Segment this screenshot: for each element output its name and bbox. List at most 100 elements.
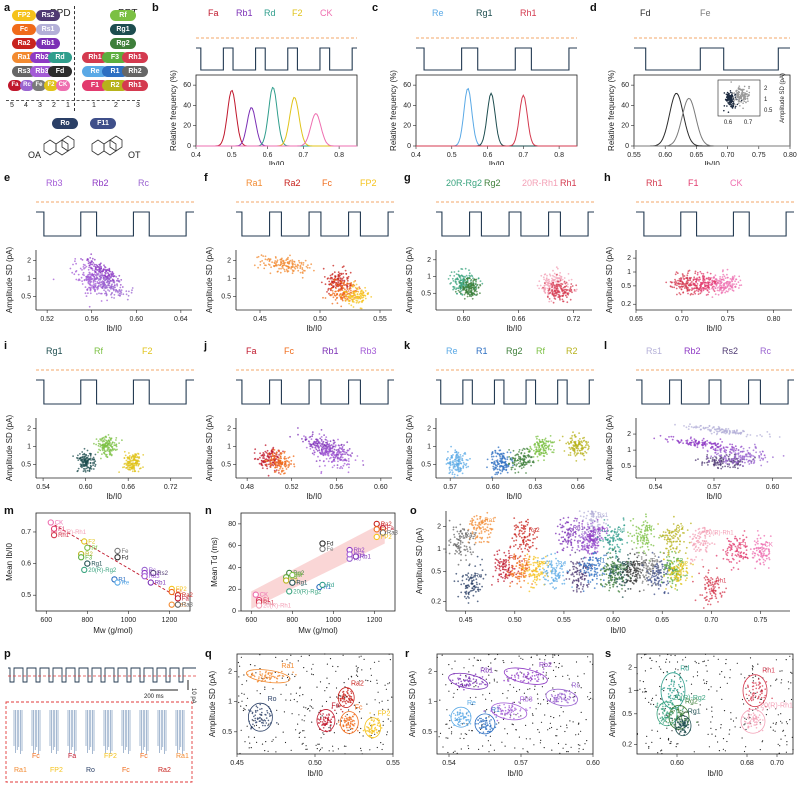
point-ck <box>728 287 730 290</box>
point-rb2 <box>716 446 719 449</box>
point-rf <box>545 447 547 450</box>
point-f2 <box>134 456 137 459</box>
point-rh1 <box>674 280 677 283</box>
point-rh1 <box>674 278 676 281</box>
point-rb1 <box>316 443 319 445</box>
point-rb3 <box>310 438 313 441</box>
point-rs1 <box>769 435 771 438</box>
point-rb3 <box>333 464 336 467</box>
point-rh1 <box>562 286 565 289</box>
point-r2 <box>588 445 590 448</box>
ot-structure <box>91 135 123 156</box>
point-fc <box>330 294 332 297</box>
point-rb3 <box>332 453 335 455</box>
point-rg2 <box>467 292 470 295</box>
point-ra2 <box>328 292 330 295</box>
compound-label-ra2: Ra2 <box>284 178 301 188</box>
point-rc <box>116 279 119 282</box>
point-ra2 <box>349 271 352 274</box>
point-rb2 <box>686 439 689 442</box>
point-rf <box>548 444 551 446</box>
point-ra2 <box>331 281 333 284</box>
point-fc <box>280 461 283 464</box>
point-rg2 <box>472 279 475 282</box>
x-tick-label: 1200 <box>367 617 383 624</box>
point-ra1 <box>284 270 286 273</box>
point-20r-rg2 <box>472 277 474 280</box>
point-rc <box>96 277 99 280</box>
x-axis-label: Ib/I0 <box>706 492 722 501</box>
point-rh1 <box>565 281 568 284</box>
point-re <box>458 455 460 458</box>
point-ra1 <box>276 261 278 263</box>
point-rc <box>106 281 109 284</box>
point-rg2 <box>468 283 471 285</box>
point-rf <box>289 571 296 579</box>
point-r1 <box>486 466 488 469</box>
point-ra1 <box>489 523 492 526</box>
point-re <box>450 456 453 459</box>
point-rb2 <box>731 443 734 446</box>
point-rg1 <box>83 465 86 468</box>
point-rg1 <box>82 470 85 473</box>
point-rh1 <box>689 279 692 282</box>
point-20r-rg2 <box>457 270 460 273</box>
inset-point-fe <box>747 100 749 102</box>
point-rb2 <box>689 441 692 444</box>
point-rb3 <box>308 442 311 445</box>
point-rs2 <box>716 466 719 469</box>
inset-point-fd <box>730 96 732 99</box>
point-rc <box>93 279 95 282</box>
y-tick-label: 0 <box>407 143 411 150</box>
point-rb2 <box>702 447 704 449</box>
point-20r-rg2 <box>453 286 456 288</box>
hydroxy-axis <box>6 100 140 101</box>
point-rb2 <box>120 279 123 281</box>
panel-g: g 20R-Rg2 Rg2 20R-Rh1 Rh1 0.5 1 2 0.60 0.66 0.72 A… <box>400 168 600 333</box>
point-rs1 <box>768 433 771 436</box>
point-rf <box>552 451 555 454</box>
point-rb1 <box>333 448 336 451</box>
point-rg1 <box>89 467 92 469</box>
point-rg1 <box>94 465 96 467</box>
point-r2 <box>579 438 581 440</box>
point-rc <box>741 457 743 460</box>
point-f2 <box>142 454 145 456</box>
point-rs1 <box>731 431 734 434</box>
point-rs2 <box>734 466 736 469</box>
point-rb2 <box>666 438 668 441</box>
point-r1 <box>492 465 495 468</box>
point-re <box>448 472 451 475</box>
point-rc <box>99 275 101 278</box>
point-rb3 <box>324 446 326 449</box>
point-20r-rh1 <box>566 283 569 285</box>
point-20r-rg2 <box>461 268 464 270</box>
point-ra1 <box>260 254 263 257</box>
point-rb3 <box>87 280 90 283</box>
point-rb2 <box>701 439 704 442</box>
point-rb2 <box>90 267 93 270</box>
point-rc <box>755 451 757 454</box>
point-rb3 <box>308 436 311 439</box>
point-ck <box>252 591 259 598</box>
point-rs1 <box>718 427 721 429</box>
inset-point-fd <box>730 91 732 94</box>
point-20r-rh1 <box>560 277 563 280</box>
point-fa <box>258 462 261 465</box>
point-f2 <box>126 461 129 464</box>
point-r1 <box>506 456 509 458</box>
point-ck <box>710 277 713 279</box>
x-tick-label: 0.52 <box>285 484 299 491</box>
panel-k: k Re R1 Rg2 Rf R2 0.5 1 2 0.57 0.60 0.63 0.66 Amplit… <box>400 336 600 501</box>
point-ck <box>738 287 740 289</box>
point-20r-rg2 <box>459 277 462 279</box>
point-20r-rh1 <box>545 283 547 286</box>
point-rg1 <box>89 455 92 457</box>
point-rh1 <box>558 285 561 287</box>
compound-label-f2: F2 <box>292 8 303 18</box>
panel-letter-g: g <box>404 172 411 184</box>
point-rf <box>544 444 547 446</box>
point-rb3 <box>75 262 77 265</box>
point-rf <box>543 452 546 455</box>
